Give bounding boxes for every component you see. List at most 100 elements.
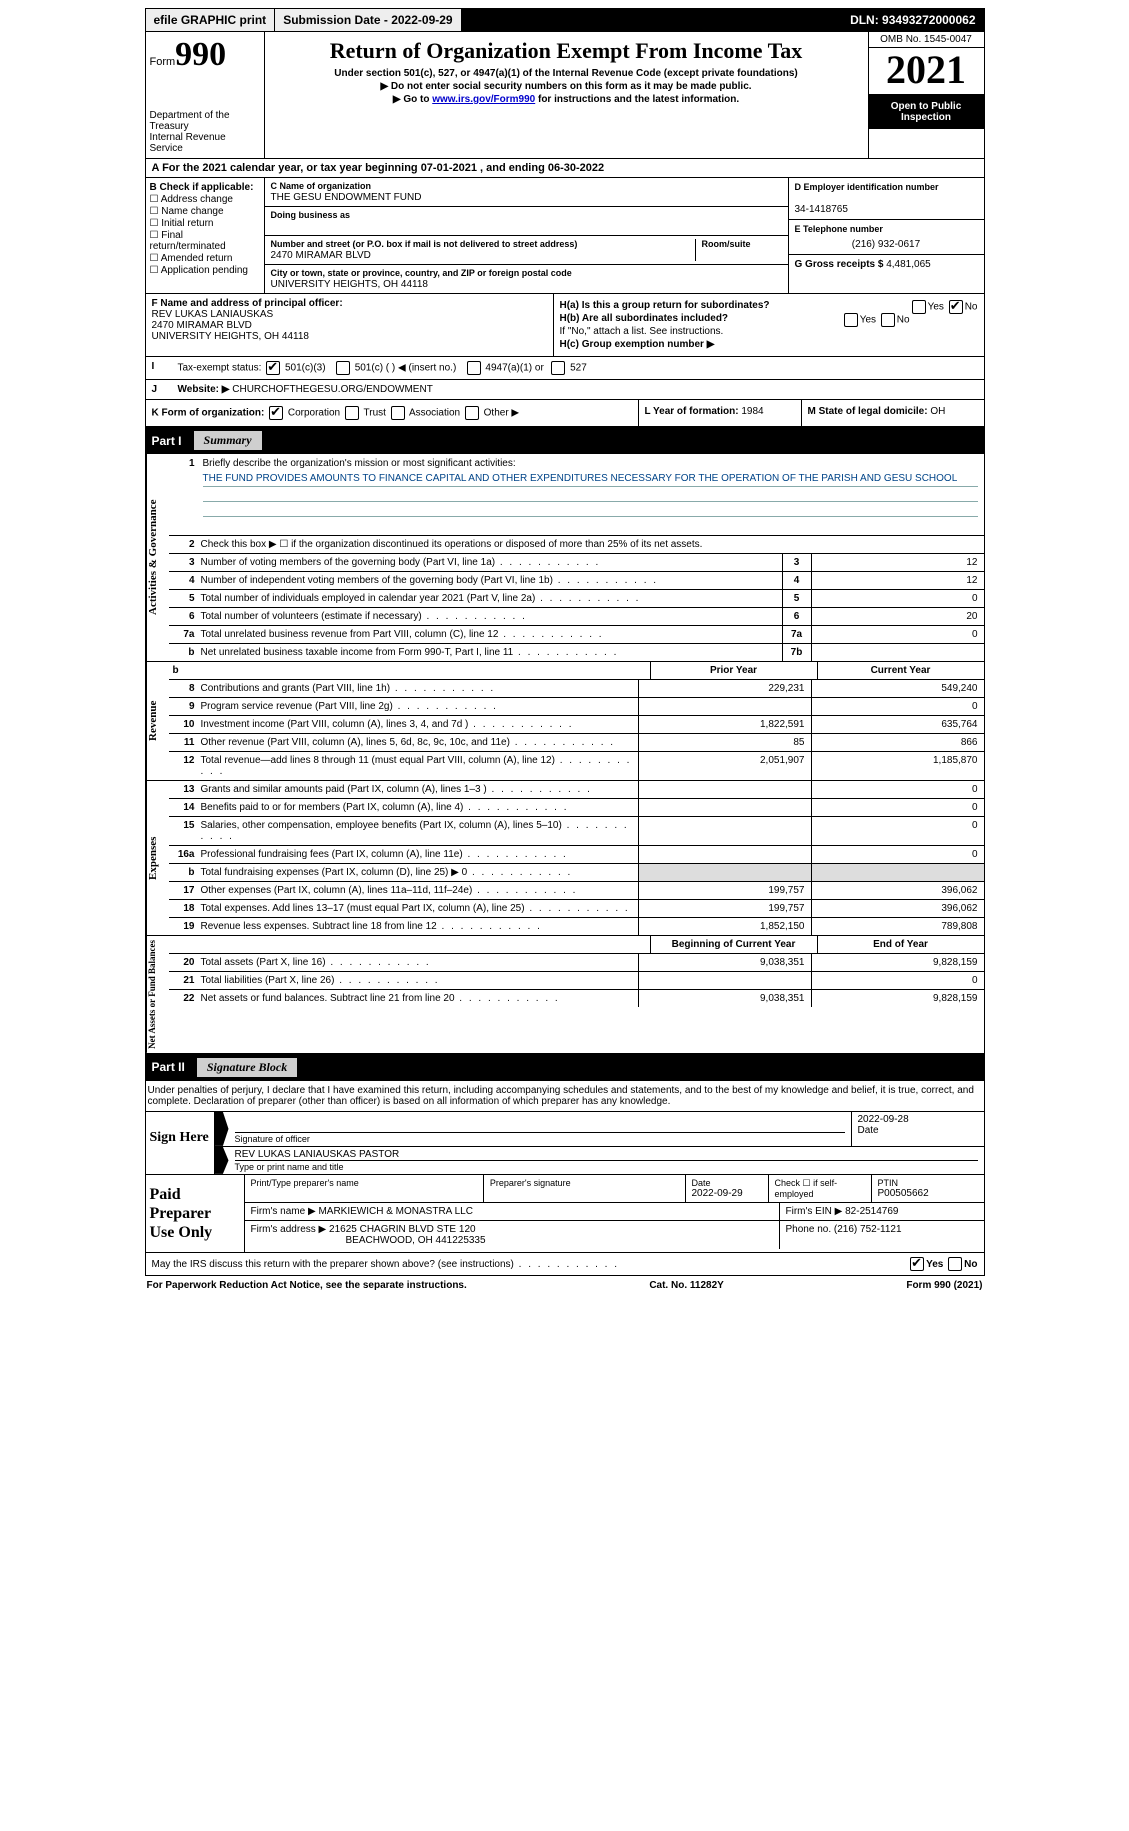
line-num: 6 bbox=[169, 608, 197, 625]
chk-address-change[interactable]: ☐ Address change bbox=[150, 194, 260, 205]
city-value: UNIVERSITY HEIGHTS, OH 44118 bbox=[271, 279, 428, 290]
gross-value: 4,481,065 bbox=[886, 259, 931, 270]
current-year-header: Current Year bbox=[817, 662, 984, 679]
prior-val: 229,231 bbox=[638, 680, 811, 697]
chk-amended-return[interactable]: ☐ Amended return bbox=[150, 253, 260, 264]
line-a: A For the 2021 calendar year, or tax yea… bbox=[145, 159, 985, 178]
dln: DLN: 93493272000062 bbox=[462, 9, 984, 31]
prior-val: 199,757 bbox=[638, 900, 811, 917]
prep-date-label: Date bbox=[692, 1178, 762, 1188]
ein-value: 34-1418765 bbox=[795, 204, 848, 215]
c-name-label: C Name of organization bbox=[271, 181, 372, 191]
line-val: 12 bbox=[811, 572, 984, 589]
vtab-expenses: Expenses bbox=[146, 781, 169, 935]
may-irs-discuss: May the IRS discuss this return with the… bbox=[145, 1253, 985, 1276]
dept-label: Department of the Treasury bbox=[150, 110, 260, 132]
mission-text: THE FUND PROVIDES AMOUNTS TO FINANCE CAP… bbox=[203, 471, 978, 487]
line-num: 15 bbox=[169, 817, 197, 845]
chk-501c3[interactable] bbox=[266, 361, 280, 375]
signature-label: Signature of officer bbox=[235, 1132, 845, 1144]
omb-number: OMB No. 1545-0047 bbox=[869, 32, 984, 48]
line-num: b bbox=[169, 864, 197, 881]
row-j: J Website: ▶ CHURCHOFTHEGESU.ORG/ENDOWME… bbox=[145, 380, 985, 400]
chk-corp[interactable] bbox=[269, 406, 283, 420]
officer-name: REV LUKAS LANIAUSKAS bbox=[152, 309, 274, 320]
curr-val: 9,828,159 bbox=[811, 954, 984, 971]
prior-year-header: Prior Year bbox=[650, 662, 817, 679]
top-bar: efile GRAPHIC print Submission Date - 20… bbox=[145, 8, 985, 32]
form-header: Form990 Department of the Treasury Inter… bbox=[145, 32, 985, 159]
sig-date-label: Date bbox=[858, 1125, 978, 1136]
line-box: 7a bbox=[782, 626, 811, 643]
may-yes[interactable] bbox=[910, 1257, 924, 1271]
f-label: F Name and address of principal officer: bbox=[152, 298, 343, 309]
line-num: 22 bbox=[169, 990, 197, 1007]
chk-4947[interactable] bbox=[467, 361, 481, 375]
line-val: 20 bbox=[811, 608, 984, 625]
hb-yes[interactable] bbox=[844, 313, 858, 327]
chk-application-pending[interactable]: ☐ Application pending bbox=[150, 265, 260, 276]
prior-val bbox=[638, 799, 811, 816]
hb-no[interactable] bbox=[881, 313, 895, 327]
line-desc: Total unrelated business revenue from Pa… bbox=[197, 626, 782, 643]
activities-governance: Activities & Governance 1 Briefly descri… bbox=[145, 454, 985, 662]
chk-trust[interactable] bbox=[345, 406, 359, 420]
irs-link[interactable]: www.irs.gov/Form990 bbox=[432, 94, 535, 105]
ha-yes[interactable] bbox=[912, 300, 926, 314]
prior-val: 9,038,351 bbox=[638, 990, 811, 1007]
curr-val: 396,062 bbox=[811, 900, 984, 917]
line-num: 18 bbox=[169, 900, 197, 917]
signature-declaration: Under penalties of perjury, I declare th… bbox=[145, 1081, 985, 1111]
line-num: 20 bbox=[169, 954, 197, 971]
street-label: Number and street (or P.O. box if mail i… bbox=[271, 239, 578, 249]
line-num: 8 bbox=[169, 680, 197, 697]
line-num: 12 bbox=[169, 752, 197, 780]
curr-val: 0 bbox=[811, 698, 984, 715]
chk-other[interactable] bbox=[465, 406, 479, 420]
subtitle-1: Under section 501(c), 527, or 4947(a)(1)… bbox=[271, 68, 862, 79]
chk-assoc[interactable] bbox=[391, 406, 405, 420]
page-footer: For Paperwork Reduction Act Notice, see … bbox=[145, 1276, 985, 1295]
may-no[interactable] bbox=[948, 1257, 962, 1271]
state-domicile: OH bbox=[930, 406, 945, 417]
line-desc: Net unrelated business taxable income fr… bbox=[197, 644, 782, 661]
ha-label: H(a) Is this a group return for subordin… bbox=[560, 300, 770, 311]
k-label: K Form of organization: bbox=[152, 408, 265, 419]
dba-label: Doing business as bbox=[271, 210, 351, 220]
prior-val bbox=[638, 817, 811, 845]
i-label: I bbox=[146, 357, 172, 379]
line-num: 5 bbox=[169, 590, 197, 607]
chk-name-change[interactable]: ☐ Name change bbox=[150, 206, 260, 217]
curr-val: 866 bbox=[811, 734, 984, 751]
line-desc: Program service revenue (Part VIII, line… bbox=[197, 698, 638, 715]
line-box: 4 bbox=[782, 572, 811, 589]
chk-final-return[interactable]: ☐ Final return/terminated bbox=[150, 230, 260, 252]
prior-val: 199,757 bbox=[638, 882, 811, 899]
chk-527[interactable] bbox=[551, 361, 565, 375]
line-num: 13 bbox=[169, 781, 197, 798]
preparer-sig-label: Preparer's signature bbox=[490, 1178, 679, 1188]
ha-no[interactable] bbox=[949, 300, 963, 314]
revenue-section: Revenue b Prior Year Current Year 8 Cont… bbox=[145, 662, 985, 781]
line-desc: Number of independent voting members of … bbox=[197, 572, 782, 589]
irs-label: Internal Revenue Service bbox=[150, 132, 260, 154]
curr-val: 549,240 bbox=[811, 680, 984, 697]
line-num: 10 bbox=[169, 716, 197, 733]
line-num: 16a bbox=[169, 846, 197, 863]
chk-501c[interactable] bbox=[336, 361, 350, 375]
line-num: b bbox=[169, 644, 197, 661]
officer-addr1: 2470 MIRAMAR BLVD bbox=[152, 320, 252, 331]
prior-val bbox=[638, 864, 811, 881]
chk-initial-return[interactable]: ☐ Initial return bbox=[150, 218, 260, 229]
part-1-header: Part I Summary bbox=[145, 427, 985, 454]
part-2-header: Part II Signature Block bbox=[145, 1054, 985, 1081]
vtab-net-assets: Net Assets or Fund Balances bbox=[146, 936, 169, 1053]
firm-ein: 82-2514769 bbox=[845, 1206, 898, 1217]
m-label: M State of legal domicile: bbox=[808, 406, 931, 417]
line-desc: Benefits paid to or for members (Part IX… bbox=[197, 799, 638, 816]
curr-val: 9,828,159 bbox=[811, 990, 984, 1007]
open-public: Open to Public Inspection bbox=[869, 95, 984, 129]
line-num: 21 bbox=[169, 972, 197, 989]
line-val: 0 bbox=[811, 626, 984, 643]
street-value: 2470 MIRAMAR BLVD bbox=[271, 250, 371, 261]
